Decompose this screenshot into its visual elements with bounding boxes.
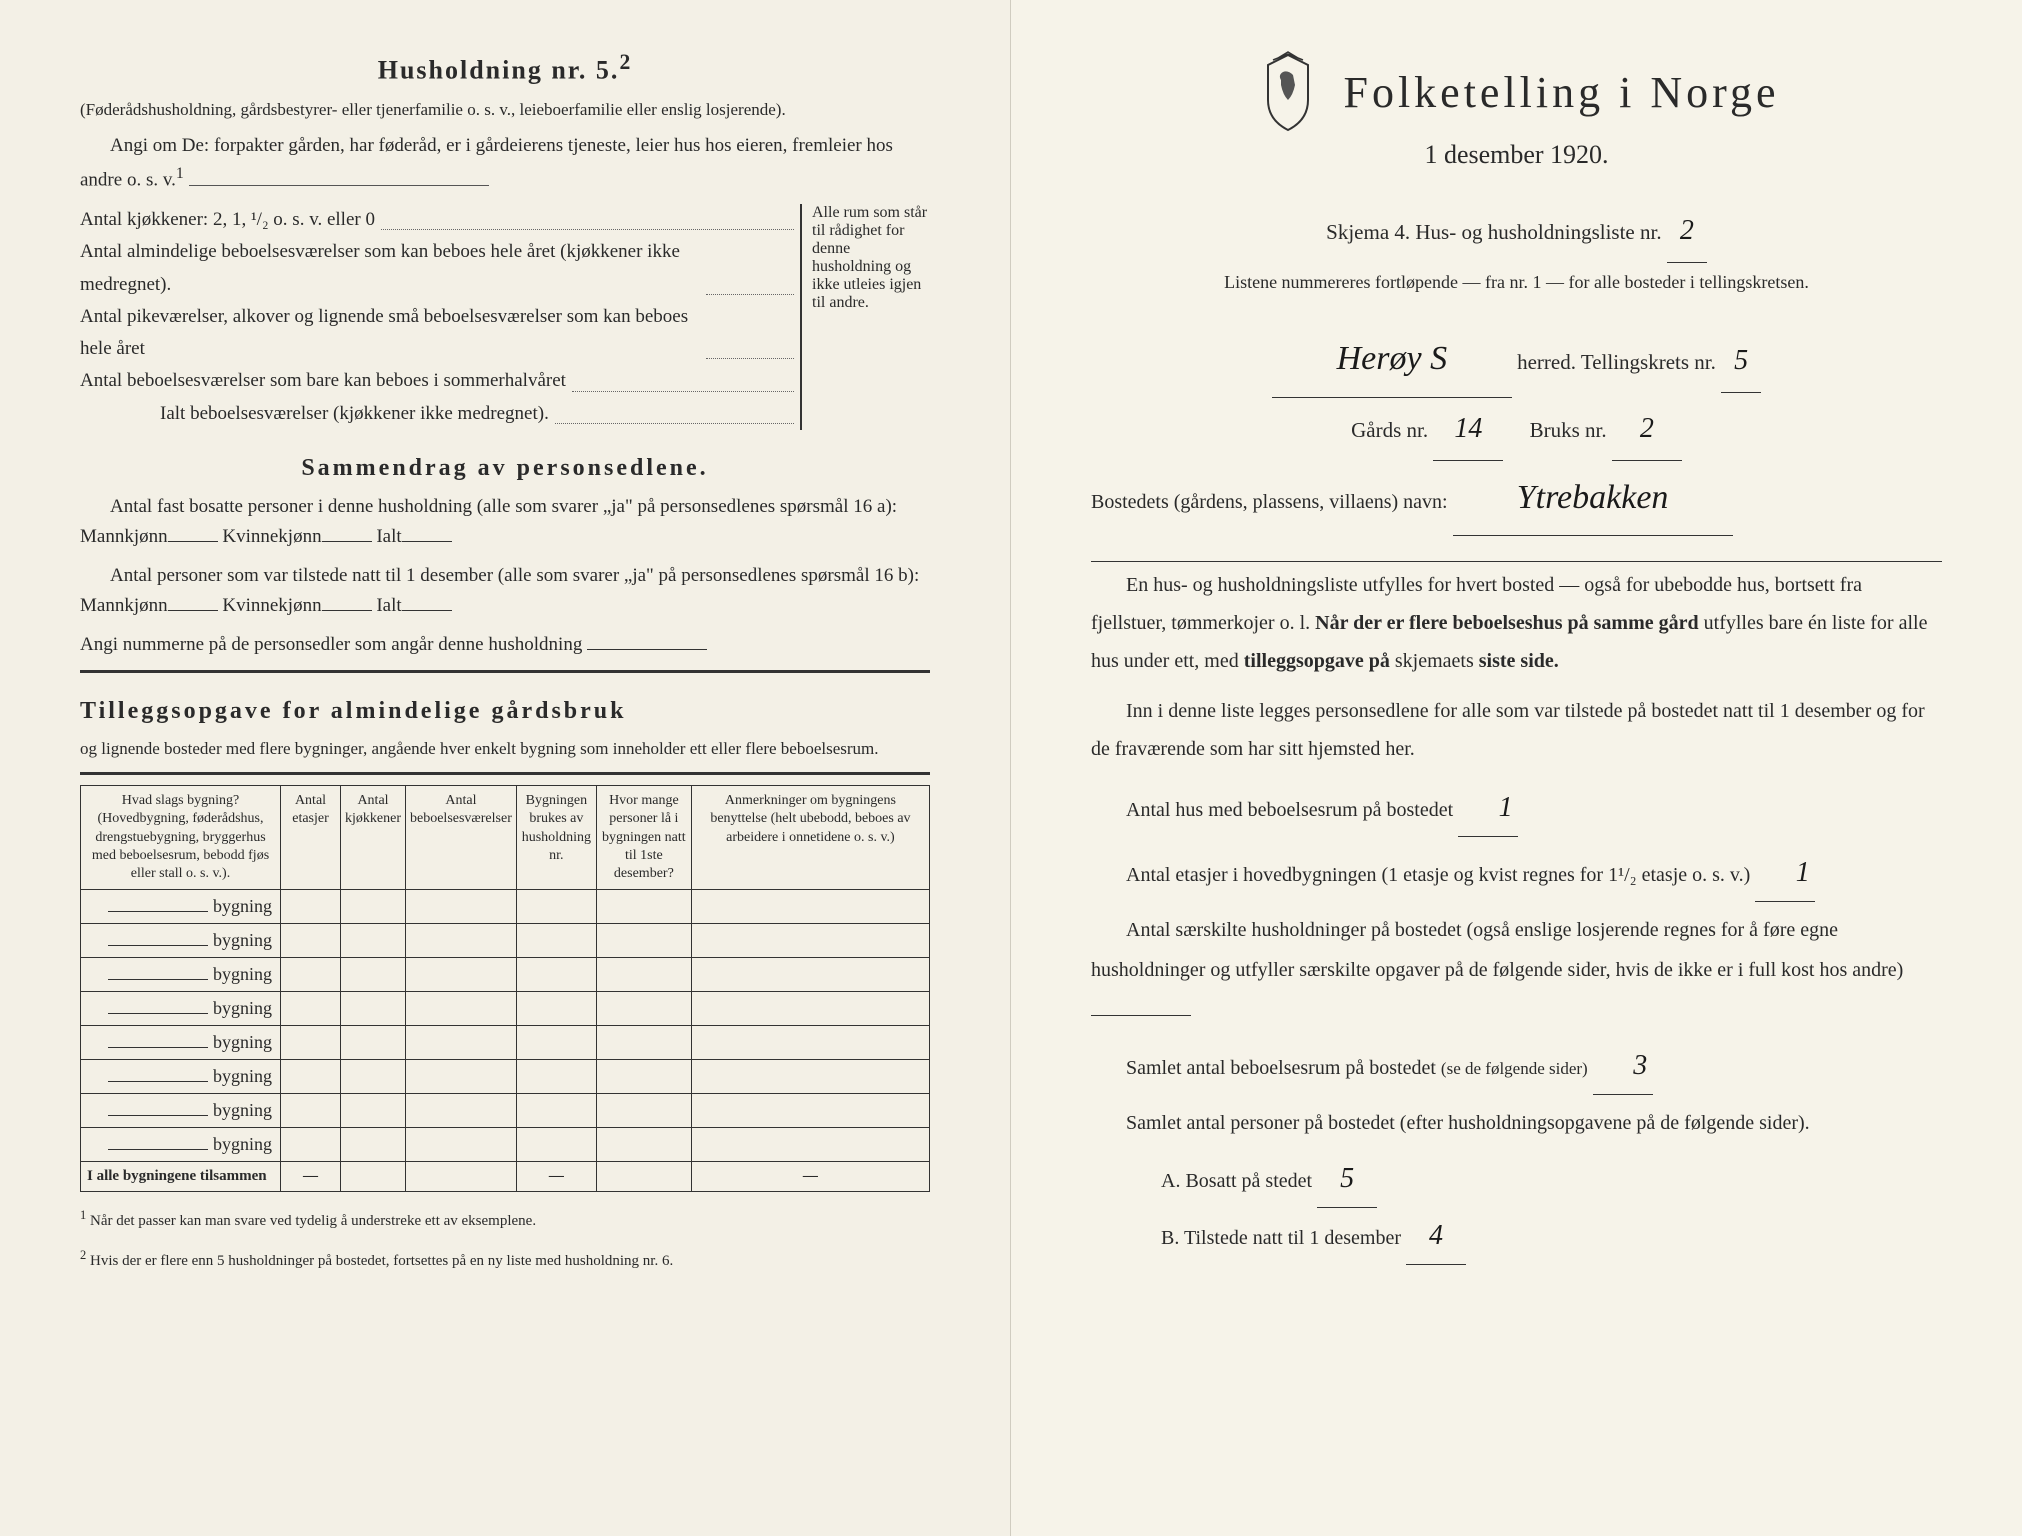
coat-of-arms-icon — [1253, 50, 1323, 135]
sammendrag-title: Sammendrag av personsedlene. — [80, 455, 930, 482]
line-b: B. Tilstede natt til 1 desember 4 — [1091, 1208, 1942, 1265]
brace-text: Alle rum som står til rådighet for denne… — [800, 204, 930, 430]
f4: Samlet antal beboelsesrum på bostedet (s… — [1091, 1038, 1942, 1095]
tillegg-title: Tilleggsopgave for almindelige gårdsbruk — [80, 698, 930, 725]
tillegg-sub: og lignende bosteder med flere bygninger… — [80, 735, 930, 762]
th2: Antal etasjer — [281, 786, 341, 890]
p1: En hus- og husholdningsliste utfylles fo… — [1091, 566, 1942, 680]
th6: Hvor mange personer lå i bygningen natt … — [596, 786, 691, 890]
p2: Inn i denne liste legges personsedlene f… — [1091, 692, 1942, 768]
skjema-line: Skjema 4. Hus- og husholdningsliste nr. … — [1091, 200, 1942, 263]
line-a: A. Bosatt på stedet 5 — [1091, 1151, 1942, 1208]
th1: Hvad slags bygning? (Hovedbygning, føder… — [81, 786, 281, 890]
gards-line: Gårds nr. 14 Bruks nr. 2 — [1091, 398, 1942, 461]
table-footer-row: I alle bygningene tilsammen——— — [81, 1162, 930, 1192]
h5-subtitle: (Føderådshusholdning, gårdsbestyrer- ell… — [80, 96, 930, 123]
th7: Anmerkninger om bygningens benyttelse (h… — [691, 786, 929, 890]
kjokken-label: Antal kjøkkener: 2, 1, ¹/₂ o. s. v. elle… — [80, 204, 375, 236]
table-header-row: Hvad slags bygning? (Hovedbygning, føder… — [81, 786, 930, 890]
footnote1: 1 Når det passer kan man svare ved tydel… — [80, 1207, 930, 1232]
f5: Samlet antal personer på bostedet (efter… — [1091, 1103, 1942, 1143]
table-row: bygning — [81, 890, 930, 924]
right-page: Folketelling i Norge 1 desember 1920. Sk… — [1011, 0, 2022, 1536]
table-row: bygning — [81, 992, 930, 1026]
r4: Ialt beboelsesværelser (kjøkkener ikke m… — [80, 398, 549, 430]
rooms-block: Antal kjøkkener: 2, 1, ¹/₂ o. s. v. elle… — [80, 204, 930, 430]
main-title: Folketelling i Norge — [1343, 67, 1779, 118]
left-page: Husholdning nr. 5.2 (Føderådshusholdning… — [0, 0, 1011, 1536]
f2: Antal etasjer i hovedbygningen (1 etasje… — [1091, 845, 1942, 902]
h5-title: Husholdning nr. 5.2 — [80, 50, 930, 86]
title-row: Folketelling i Norge — [1091, 50, 1942, 135]
f3: Antal særskilte husholdninger på bostede… — [1091, 910, 1942, 1030]
bygning-table: Hvad slags bygning? (Hovedbygning, føder… — [80, 785, 930, 1192]
table-row: bygning — [81, 1060, 930, 1094]
table-row: bygning — [81, 1128, 930, 1162]
listene-line: Listene nummereres fortløpende — fra nr.… — [1091, 263, 1942, 303]
table-row: bygning — [81, 1026, 930, 1060]
herred-line: Herøy S herred. Tellingskrets nr. 5 — [1091, 322, 1942, 398]
h5-angi: Angi om De: forpakter gården, har føderå… — [80, 131, 930, 196]
bosted-line: Bostedets (gårdens, plassens, villaens) … — [1091, 461, 1942, 537]
f1: Antal hus med beboelsesrum på bostedet 1 — [1091, 780, 1942, 837]
table-row: bygning — [81, 1094, 930, 1128]
sam-p1: Antal fast bosatte personer i denne hush… — [80, 492, 930, 553]
table-row: bygning — [81, 924, 930, 958]
subtitle: 1 desember 1920. — [1091, 140, 1942, 170]
sam-p2: Antal personer som var tilstede natt til… — [80, 561, 930, 622]
th3: Antal kjøkkener — [341, 786, 406, 890]
r1: Antal almindelige beboelsesværelser som … — [80, 236, 700, 301]
th4: Antal beboelsesværelser — [406, 786, 517, 890]
r3: Antal beboelsesværelser som bare kan beb… — [80, 365, 566, 397]
th5: Bygningen brukes av husholdning nr. — [516, 786, 596, 890]
sam-nummer: Angi nummerne på de personsedler som ang… — [80, 630, 930, 660]
r2: Antal pikeværelser, alkover og lignende … — [80, 301, 700, 366]
footnote2: 2 Hvis der er flere enn 5 husholdninger … — [80, 1247, 930, 1272]
table-row: bygning — [81, 958, 930, 992]
